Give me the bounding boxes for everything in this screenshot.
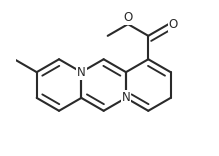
Text: N: N [77,66,86,79]
Text: O: O [169,18,178,31]
Text: N: N [122,91,130,104]
Text: O: O [123,11,133,24]
